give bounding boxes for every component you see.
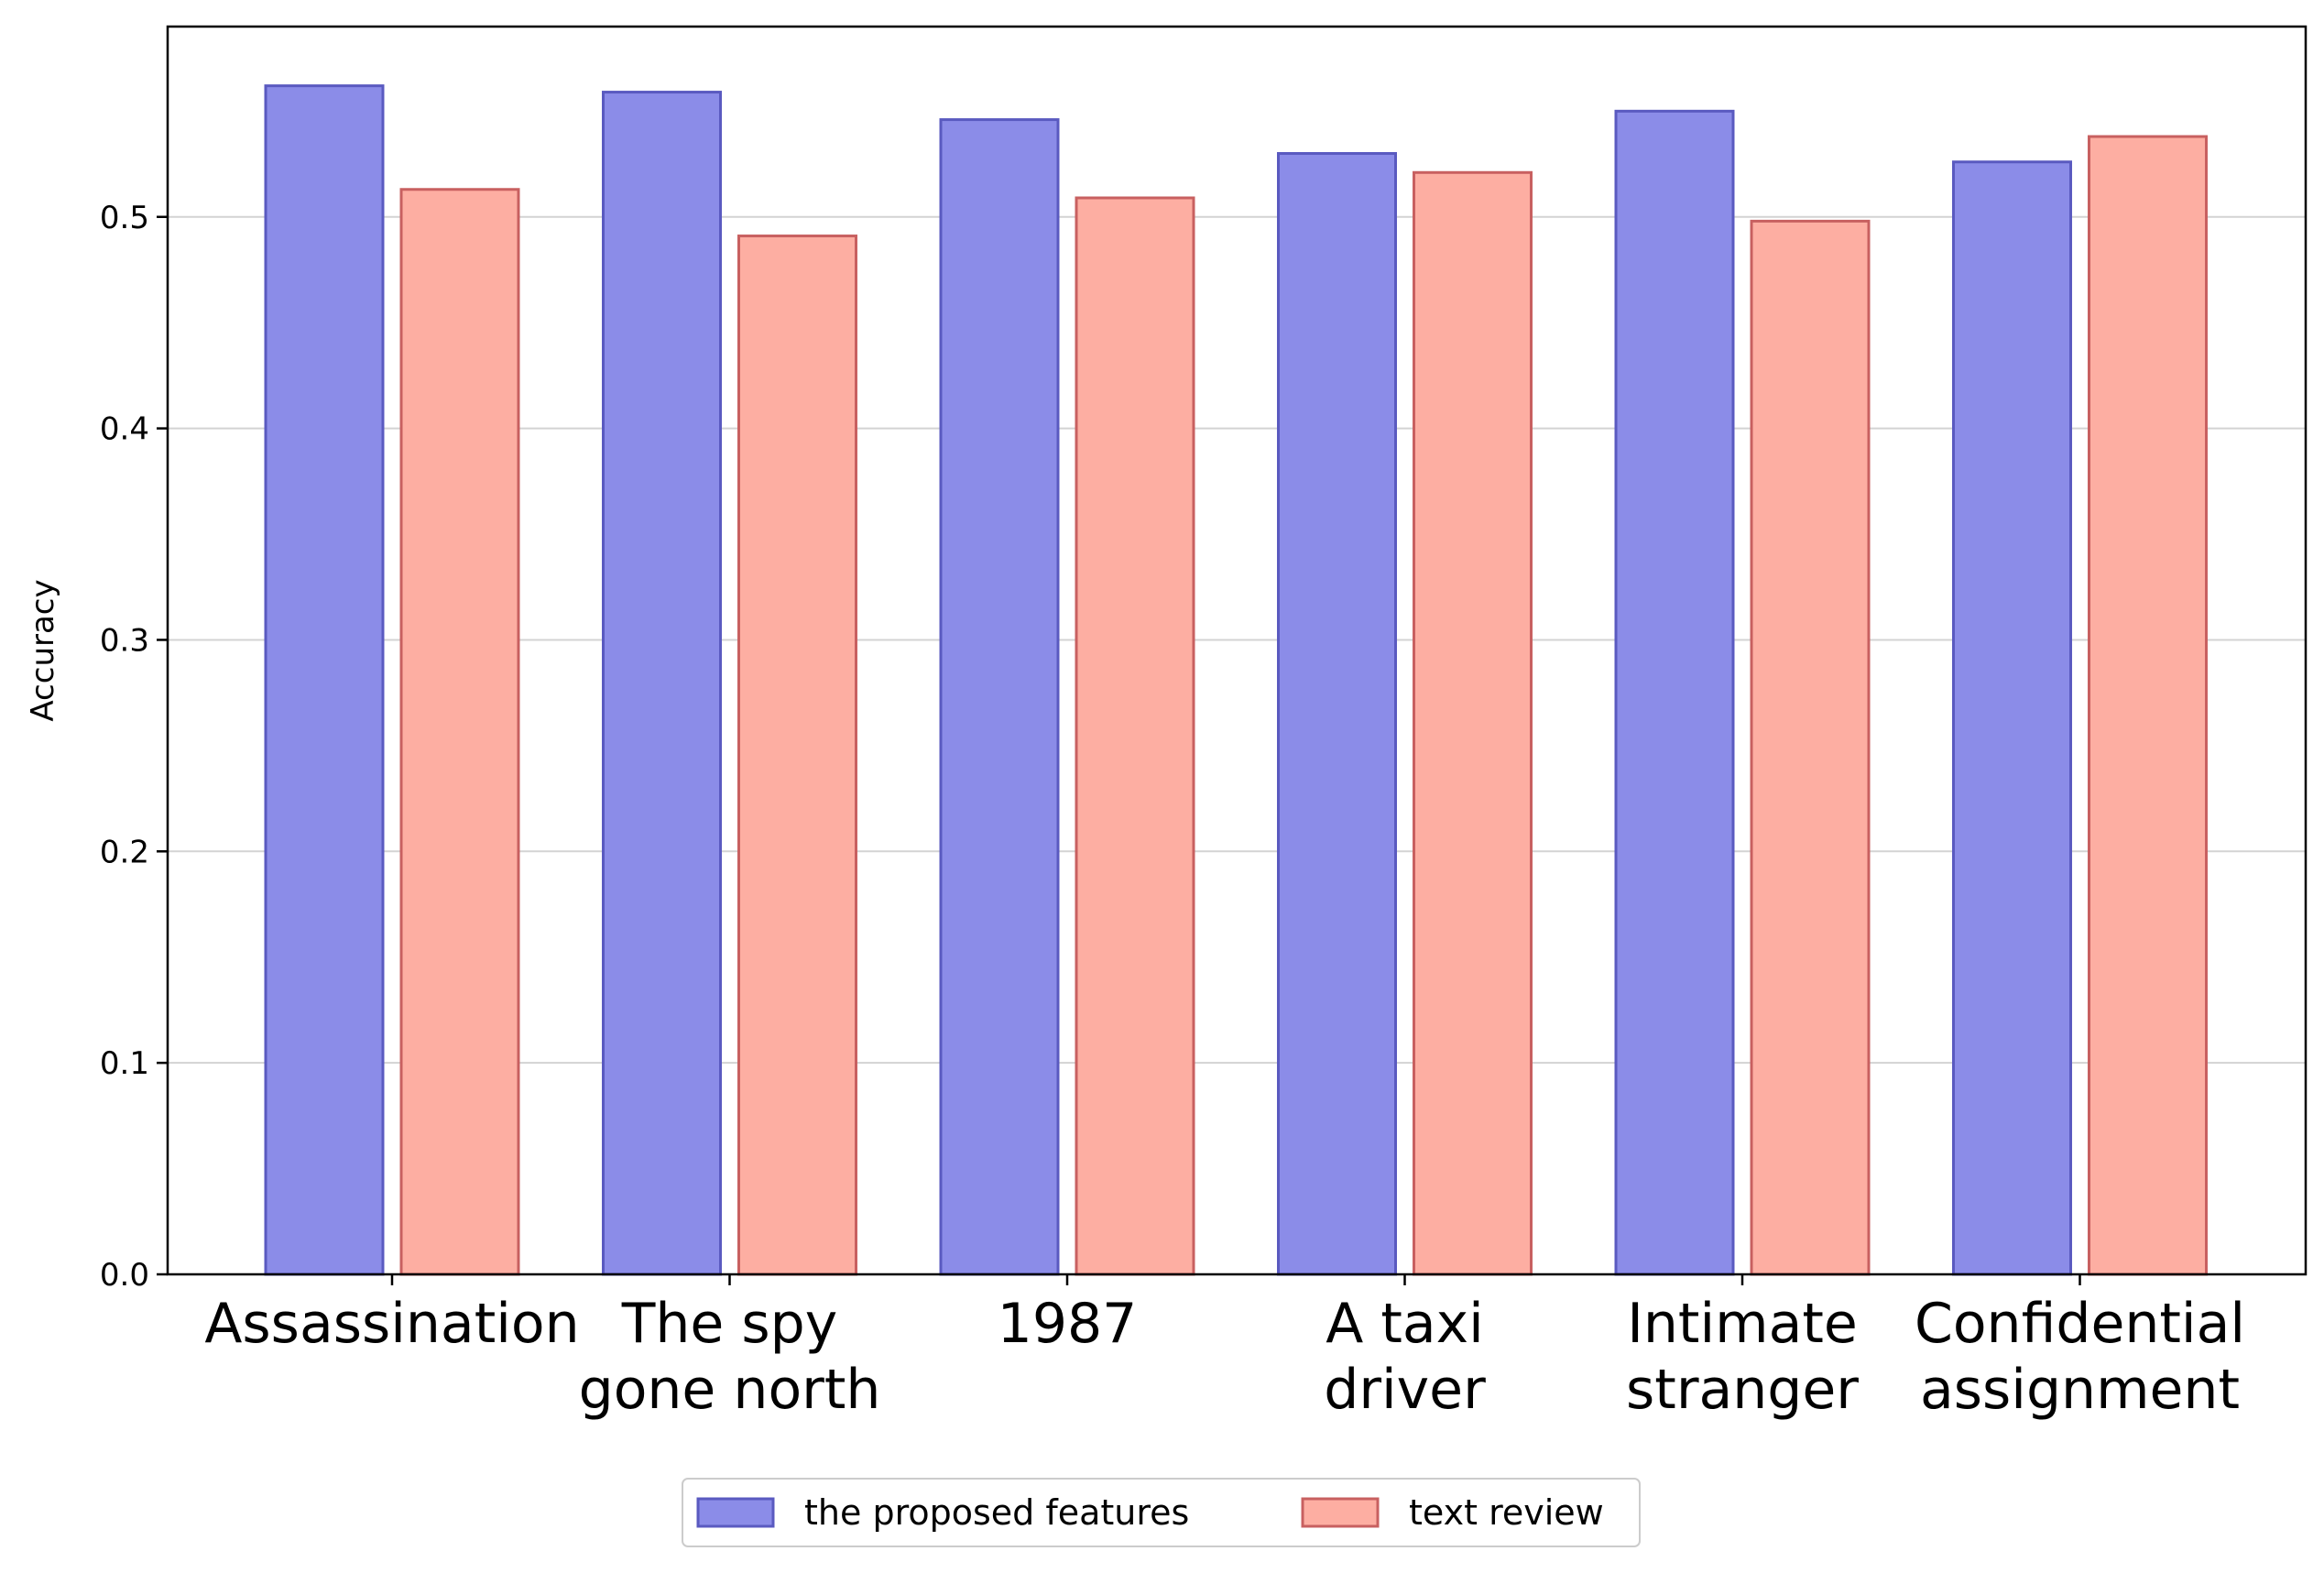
x-tick-label-line: driver [1324,1358,1486,1422]
y-tick-label: 0.3 [100,622,149,659]
y-axis-title: Accuracy [25,579,61,721]
bar-text-review [2088,135,2208,1276]
legend-swatch-proposed-features [696,1497,775,1528]
grid-lines [168,215,2306,1065]
bar-text-review [1075,196,1195,1276]
legend-swatch-text-review [1301,1497,1380,1528]
x-tick-label-line: A taxi [1326,1292,1484,1356]
y-tick-label: 0.4 [100,411,149,448]
bar-text-review [1750,219,1871,1276]
x-tick-label: A taxi driver [1324,1292,1486,1422]
x-tick-label: Confidential assignment [1915,1292,2245,1422]
y-tick-label: 0.5 [100,200,149,236]
plot-frame [166,25,2308,1276]
x-tick-label-line: Intimate [1627,1292,1858,1356]
bar-proposed-features [1614,109,1735,1276]
x-tick-label: The spy gone north [579,1292,881,1422]
y-tick-label: 0.0 [100,1257,149,1294]
x-tick-label-line: Confidential [1915,1292,2245,1356]
x-tick-label: Assassination [204,1292,579,1356]
legend-label: text review [1409,1492,1604,1533]
bar-text-review [1413,170,1533,1276]
x-tick-label-line: 1987 [998,1292,1138,1356]
x-tick-label-line: stranger [1626,1358,1859,1422]
bar-proposed-features [1952,160,2072,1276]
bar-proposed-features [939,118,1060,1276]
legend-label: the proposed features [804,1492,1189,1533]
y-axis-ticks: 0.0 0.1 0.2 0.3 0.4 0.5 [100,200,168,1294]
bars [264,84,2208,1276]
x-tick-label: 1987 [998,1292,1138,1356]
y-tick-label: 0.1 [100,1045,149,1082]
x-tick-label: Intimate stranger [1626,1292,1859,1422]
legend: the proposed features text review [682,1478,1641,1547]
bar-proposed-features [1277,152,1397,1276]
x-tick-label-line: Assassination [204,1292,579,1356]
bar-proposed-features [264,84,385,1276]
x-tick-label-line: The spy [621,1292,838,1356]
x-tick-label-line: assignment [1920,1358,2240,1422]
bar-proposed-features [602,91,722,1276]
bar-text-review [399,188,520,1276]
y-tick-label: 0.2 [100,834,149,870]
bar-text-review [737,235,857,1276]
legend-box [682,1478,1641,1547]
x-tick-label-line: gone north [579,1358,881,1422]
